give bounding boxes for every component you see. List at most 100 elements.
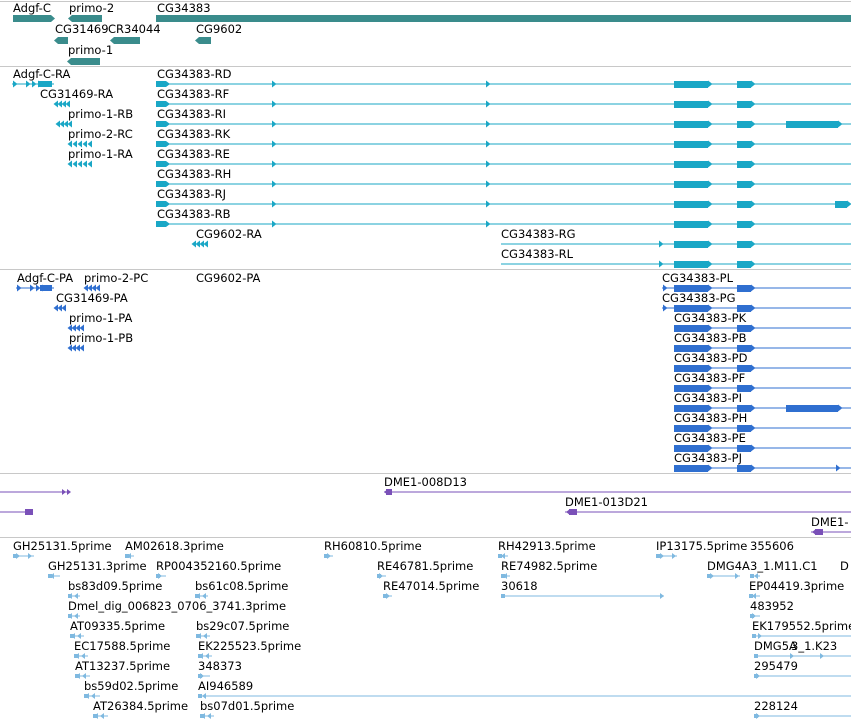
label-cg34383-pb[interactable]: CG34383-PB — [674, 331, 747, 345]
label-cg34383-pi[interactable]: CG34383-PI — [674, 391, 743, 405]
est-bs29c07-5prime[interactable] — [196, 633, 210, 639]
translation-cg34383-pk[interactable] — [674, 324, 851, 333]
label-483952[interactable]: 483952 — [750, 599, 794, 613]
label-cg34383-pd[interactable]: CG34383-PD — [674, 351, 748, 365]
transcript-primo-1-rb[interactable] — [55, 120, 73, 128]
transcript-cg34383-rk[interactable] — [156, 140, 851, 149]
label-at09335-5prime[interactable]: AT09335.5prime — [70, 619, 166, 633]
label-primo-2-pc[interactable]: primo-2-PC — [84, 271, 149, 285]
translation-cg34383-pl[interactable] — [662, 284, 851, 293]
label-3-1-m11-c1[interactable]: 3_1.M11.C1 — [750, 559, 818, 573]
label-dme1-013d21[interactable]: DME1-013D21 — [565, 495, 648, 509]
gene-label-cg9602[interactable]: CG9602 — [196, 22, 243, 36]
gene-label-cr34044[interactable]: CR34044 — [108, 22, 161, 36]
label-gh25131-5prime[interactable]: GH25131.5prime — [13, 539, 112, 553]
translation-cg34383-pd[interactable] — [674, 364, 851, 373]
translation-primo-2-pc[interactable] — [83, 284, 101, 292]
translation-cg34383-pf[interactable] — [674, 384, 851, 393]
transcript-cg9602-ra[interactable] — [191, 240, 209, 248]
label-cg34383-re[interactable]: CG34383-RE — [157, 147, 230, 161]
label-cg34383-ri[interactable]: CG34383-RI — [157, 107, 227, 121]
gene-label-primo-2[interactable]: primo-2 — [69, 1, 115, 15]
label-cg34383-pe[interactable]: CG34383-PE — [674, 431, 746, 445]
est-at26384-5prime[interactable] — [93, 713, 108, 719]
label-ek179552-5prime[interactable]: EK179552.5prime — [752, 619, 851, 633]
label-228124[interactable]: 228124 — [754, 699, 798, 713]
insertion-dme1-008d13[interactable] — [384, 489, 851, 495]
est-ep04419-3prime[interactable] — [749, 593, 760, 599]
label-primo-1-ra[interactable]: primo-1-RA — [68, 147, 133, 161]
label-cg31469-ra[interactable]: CG31469-RA — [40, 87, 114, 101]
transcript-cg31469-ra[interactable] — [53, 100, 71, 108]
label-rh60810-5prime[interactable]: RH60810.5prime — [324, 539, 422, 553]
gene-cg31469[interactable] — [54, 37, 68, 44]
label-re47014-5prime[interactable]: RE47014.5prime — [383, 579, 480, 593]
est-bs59d02-5prime[interactable] — [84, 693, 100, 699]
label-ai946589[interactable]: AI946589 — [198, 679, 254, 693]
label-at26384-5prime[interactable]: AT26384.5prime — [93, 699, 189, 713]
est-dmg4a[interactable] — [707, 573, 740, 579]
gene-cr34044[interactable] — [110, 37, 140, 44]
label-bs83d09-5prime[interactable]: bs83d09.5prime — [68, 579, 163, 593]
label-cg9602-ra[interactable]: CG9602-RA — [196, 227, 262, 241]
est-ek179552-5prime[interactable] — [752, 633, 851, 639]
est-ai946589[interactable] — [198, 693, 851, 699]
label-cg34383-pk[interactable]: CG34383-PK — [674, 311, 747, 325]
label-adgf-c-ra[interactable]: Adgf-C-RA — [13, 67, 71, 81]
gene-label-adgf-c[interactable]: Adgf-C — [13, 1, 51, 15]
est-re46781-5prime[interactable] — [377, 573, 386, 579]
label-am02618-3prime[interactable]: AM02618.3prime — [125, 539, 224, 553]
label-cg34383-rb[interactable]: CG34383-RB — [157, 207, 231, 221]
label-at13237-5prime[interactable]: AT13237.5prime — [75, 659, 171, 673]
label-cg34383-pg[interactable]: CG34383-PG — [662, 291, 736, 305]
label-ec17588-5prime[interactable]: EC17588.5prime — [74, 639, 171, 653]
est-30618[interactable] — [501, 593, 664, 599]
est-ip13175-5prime[interactable] — [656, 553, 677, 559]
label-bs59d02-5prime[interactable]: bs59d02.5prime — [84, 679, 179, 693]
label-gh25131-3prime[interactable]: GH25131.3prime — [48, 559, 147, 573]
est-re74982-5prime[interactable] — [501, 573, 510, 579]
est-ek225523-5prime[interactable] — [198, 653, 212, 659]
gene-label-primo-1[interactable]: primo-1 — [68, 43, 114, 57]
translation-primo-1-pa[interactable] — [67, 324, 85, 332]
label-cg34383-pf[interactable]: CG34383-PF — [674, 371, 746, 385]
translation-cg34383-ph[interactable] — [674, 424, 851, 433]
label-primo-2-rc[interactable]: primo-2-RC — [68, 127, 133, 141]
label-dmel-dig-006823-0706-3741-3prime[interactable]: Dmel_dig_006823_0706_3741.3prime — [68, 599, 287, 613]
est-gh25131-5prime[interactable] — [13, 553, 34, 559]
label-30618[interactable]: 30618 — [501, 579, 538, 593]
transcript-adgf-c-ra[interactable] — [12, 80, 54, 88]
est-dmel-dig[interactable] — [68, 613, 80, 619]
transcript-primo-1-ra[interactable] — [67, 160, 93, 168]
est-3-1-m11-c1[interactable] — [750, 573, 760, 579]
label-ep04419-3prime[interactable]: EP04419.3prime — [749, 579, 845, 593]
est-gh25131-3prime[interactable] — [48, 573, 60, 579]
label-re74982-5prime[interactable]: RE74982.5prime — [501, 559, 598, 573]
est-bs07d01-5prime[interactable] — [200, 713, 214, 719]
est-rh60810-5prime[interactable] — [324, 553, 333, 559]
transcript-cg34383-re[interactable] — [156, 160, 851, 169]
label-cg34383-rg[interactable]: CG34383-RG — [501, 227, 576, 241]
label-dme1-008d13[interactable]: DME1-008D13 — [384, 475, 467, 489]
transcript-primo-2-rc[interactable] — [67, 140, 93, 148]
label-cg34383-rh[interactable]: CG34383-RH — [157, 167, 232, 181]
translation-cg31469-pa[interactable] — [53, 304, 67, 312]
label-bs29c07-5prime[interactable]: bs29c07.5prime — [196, 619, 290, 633]
label-primo-1-pb[interactable]: primo-1-PB — [69, 331, 134, 345]
label-cg34383-ph[interactable]: CG34383-PH — [674, 411, 748, 425]
gene-label-cg34383[interactable]: CG34383 — [157, 1, 211, 15]
transcript-cg34383-rb[interactable] — [156, 220, 851, 229]
transcript-cg34383-rl[interactable] — [501, 260, 851, 269]
translation-cg34383-pb[interactable] — [674, 344, 851, 353]
transcript-cg34383-rf[interactable] — [156, 100, 851, 109]
translation-cg34383-pg[interactable] — [662, 304, 851, 313]
est-bs83d09-5prime[interactable] — [68, 593, 80, 599]
transcript-cg34383-ri[interactable] — [156, 120, 851, 129]
est-bs61c08-5prime[interactable] — [195, 593, 208, 599]
translation-adgf-c-pa[interactable] — [16, 284, 54, 292]
est-rp004352160-5prime[interactable] — [156, 573, 166, 579]
translation-cg34383-pe[interactable] — [674, 444, 851, 453]
label-re46781-5prime[interactable]: RE46781.5prime — [377, 559, 474, 573]
label-3-1-k23[interactable]: 3_1.K23 — [791, 639, 838, 653]
gene-primo-1[interactable] — [67, 58, 100, 65]
